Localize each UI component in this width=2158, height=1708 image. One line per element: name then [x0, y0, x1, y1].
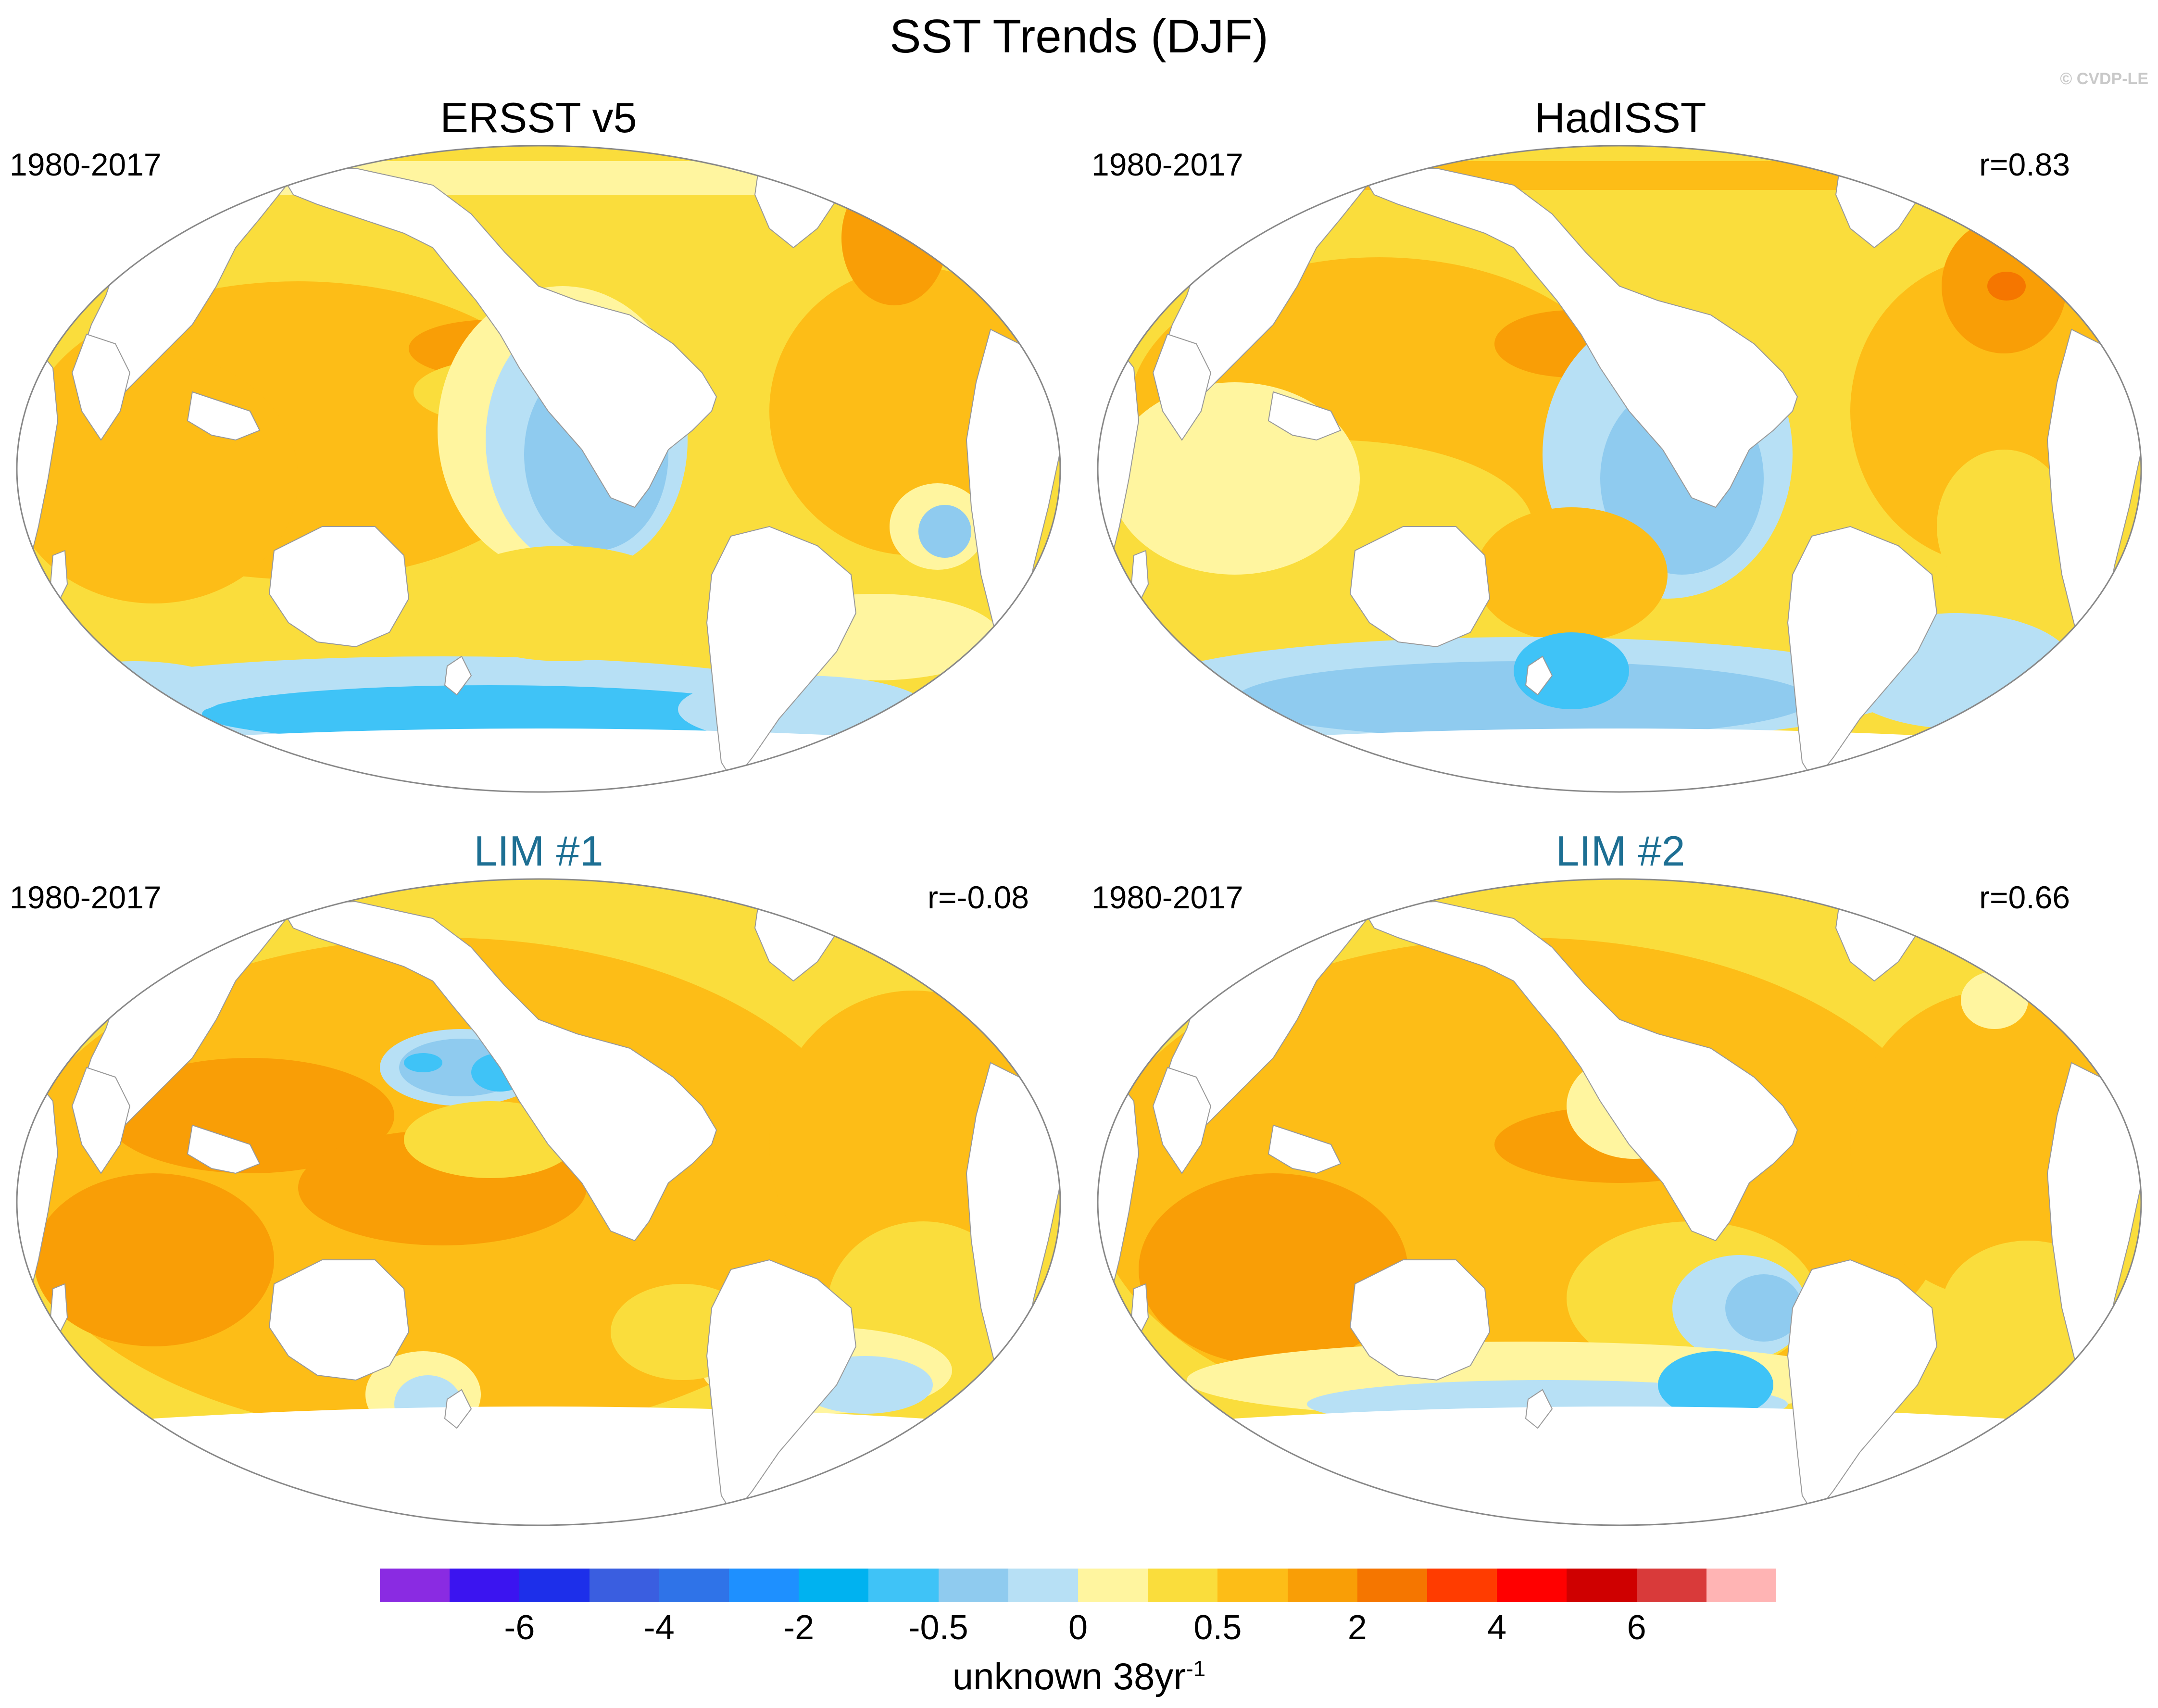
colorbar-box — [799, 1569, 869, 1602]
trend-region — [1937, 450, 2071, 603]
map-frame — [1097, 878, 2142, 1526]
colorbar-tick-label: -6 — [504, 1608, 535, 1647]
continents — [1098, 161, 2141, 782]
colorbar — [380, 1569, 1777, 1602]
panel-4-title: LIM #2 — [1556, 827, 1685, 875]
trend-region — [1987, 272, 2026, 301]
colorbar-box — [450, 1569, 520, 1602]
map-hadisst — [1097, 145, 2142, 793]
colorbar-box — [519, 1569, 590, 1602]
colorbar-box — [659, 1569, 729, 1602]
trend-region — [438, 546, 688, 661]
panel-2-title: HadISST — [1534, 94, 1706, 141]
antarctic-mask — [1098, 1407, 2141, 1525]
panel-3-period: 1980-2017 — [10, 879, 162, 915]
colorbar-box — [938, 1569, 1009, 1602]
colorbar-box — [589, 1569, 660, 1602]
panel-4-corr: r=0.66 — [1979, 879, 2070, 915]
colorbar-tick-label: -4 — [643, 1608, 675, 1647]
panel-1-title: ERSST v5 — [440, 94, 637, 141]
trend-region — [1725, 1274, 1802, 1342]
trend-region — [106, 1058, 394, 1173]
trend-region — [918, 505, 971, 558]
colorbar-units: unknown 38yr-1 — [0, 1645, 2158, 1700]
trend-region — [841, 171, 947, 305]
colorbar-tick-label: 0 — [1068, 1608, 1088, 1647]
antarctic-mask — [17, 1407, 1060, 1525]
colorbar-tick-label: 2 — [1347, 1608, 1367, 1647]
colorbar-box — [868, 1569, 939, 1602]
trend-region — [202, 685, 779, 743]
trend-region — [1658, 1351, 1773, 1419]
colorbar-tick-label: 4 — [1487, 1608, 1507, 1647]
map-ersst — [16, 145, 1061, 793]
map-lim2 — [1097, 878, 2142, 1526]
colorbar-box — [1497, 1569, 1567, 1602]
colorbar-tick-label: -0.5 — [908, 1608, 968, 1647]
units-exponent: -1 — [1186, 1656, 1206, 1681]
antarctic-mask — [17, 728, 1060, 792]
colorbar-box — [1287, 1569, 1358, 1602]
trend-region — [1235, 661, 1812, 738]
colorbar-tick-label: 6 — [1627, 1608, 1646, 1647]
trend-region — [1514, 632, 1629, 709]
units-base: unknown 38yr — [952, 1655, 1186, 1697]
colorbar-box — [1148, 1569, 1218, 1602]
colorbar-tick-label: -2 — [783, 1608, 815, 1647]
colorbar-box — [1008, 1569, 1079, 1602]
antarctic-mask — [1098, 728, 2141, 792]
panel-2-corr: r=0.83 — [1979, 147, 2070, 182]
colorbar-box — [1636, 1569, 1707, 1602]
watermark: © CVDP-LE — [2060, 70, 2148, 88]
panel-2-period: 1980-2017 — [1092, 147, 1243, 182]
colorbar-box — [1706, 1569, 1777, 1602]
panel-3-corr: r=-0.08 — [928, 879, 1029, 915]
colorbar-box — [1217, 1569, 1288, 1602]
colorbar-box — [1078, 1569, 1148, 1602]
colorbar-box — [729, 1569, 799, 1602]
trend-region — [38, 661, 231, 719]
map-frame — [16, 878, 1061, 1526]
map-frame — [1097, 145, 2142, 793]
panel-4-period: 1980-2017 — [1092, 879, 1243, 915]
trend-region — [1475, 507, 1668, 642]
colorbar-box — [1567, 1569, 1637, 1602]
trend-region — [1139, 1173, 1408, 1366]
trend-region — [404, 1053, 442, 1072]
panel-3-title: LIM #1 — [474, 827, 603, 875]
trend-region — [1961, 971, 2028, 1029]
colorbar-tick-label: 0.5 — [1193, 1608, 1242, 1647]
colorbar-box — [1427, 1569, 1497, 1602]
map-lim1 — [16, 878, 1061, 1526]
colorbar-box — [380, 1569, 450, 1602]
trend-region — [34, 1173, 274, 1346]
panel-1-period: 1980-2017 — [10, 147, 162, 182]
map-frame — [16, 145, 1061, 793]
figure-title: SST Trends (DJF) — [890, 10, 1268, 63]
colorbar-box — [1357, 1569, 1428, 1602]
